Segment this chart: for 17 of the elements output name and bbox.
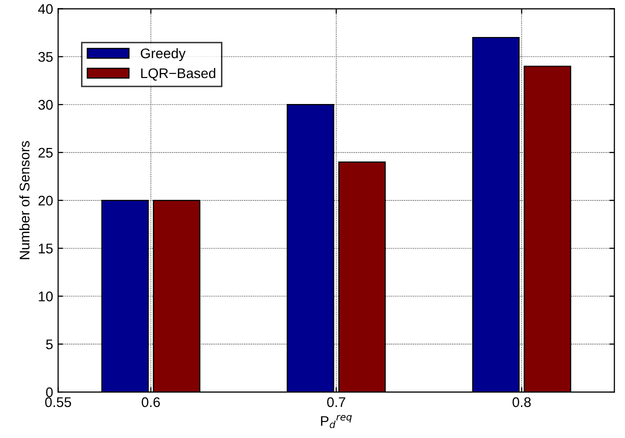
y-tick-label: 10 <box>38 292 53 302</box>
x-axis-title: P$_{d}$$^{req}$ <box>321 414 352 428</box>
y-tick-label: 20 <box>38 196 53 206</box>
y-tick-label: 35 <box>38 52 53 62</box>
x-tick-label: 0.7 <box>327 397 346 408</box>
legend-label: LQR−Based <box>141 68 216 81</box>
y-tick-label: 30 <box>38 100 53 110</box>
y-tick-label: 5 <box>46 340 53 350</box>
y-axis-title: Number of Sensors <box>19 141 30 260</box>
y-tick-label: 0 <box>46 387 53 398</box>
legend-label: Greedy <box>140 48 186 62</box>
x-tick-label: 0.8 <box>512 397 531 408</box>
x-tick-label: 0.55 <box>45 397 72 408</box>
y-tick-label: 15 <box>38 244 53 254</box>
x-tick-label: 0.6 <box>142 397 160 408</box>
y-tick-label: 25 <box>38 148 53 158</box>
y-tick-label: 40 <box>38 4 53 14</box>
